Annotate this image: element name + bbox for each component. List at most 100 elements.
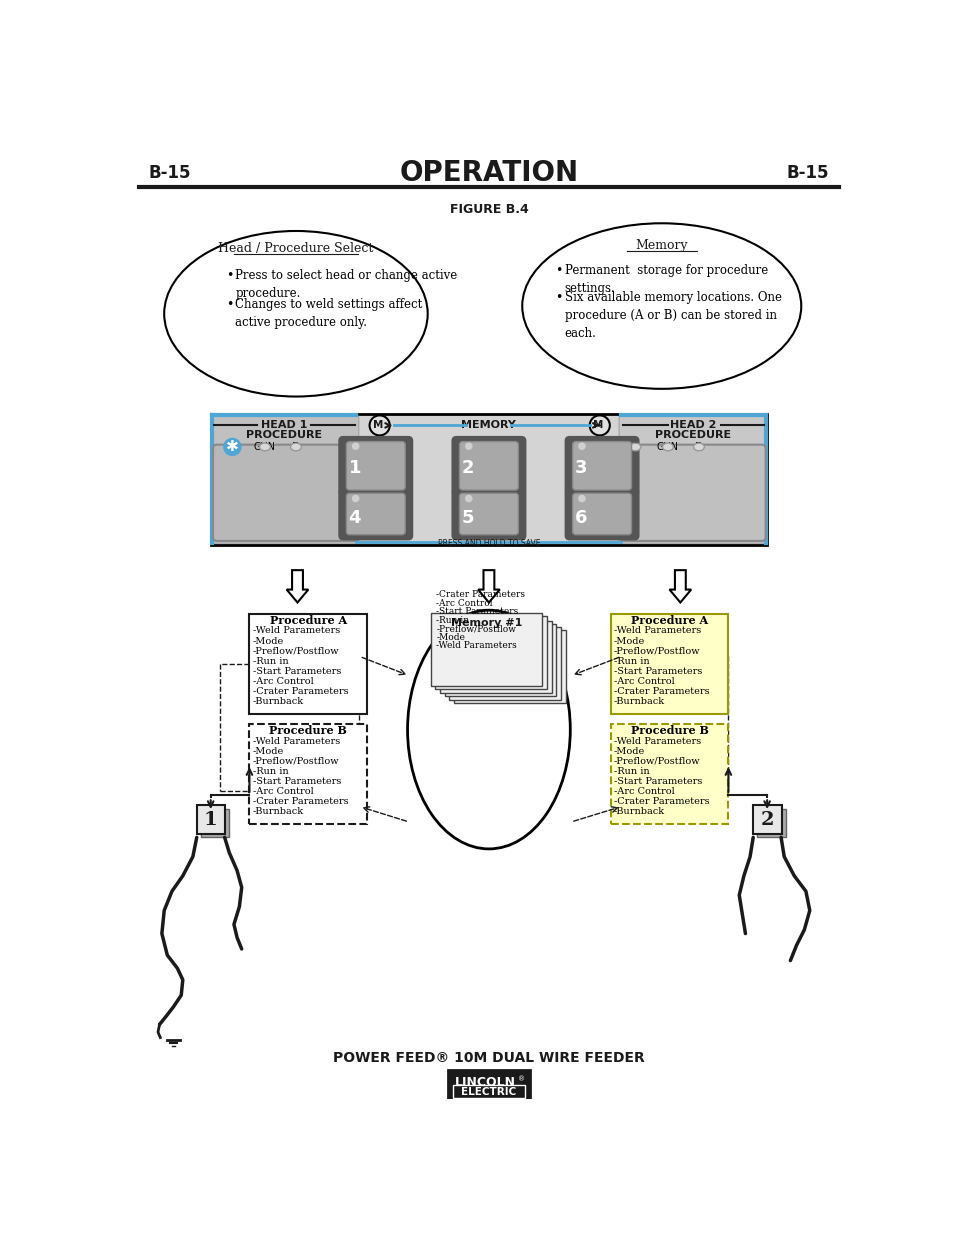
Text: -Burnback: -Burnback: [253, 697, 303, 705]
FancyBboxPatch shape: [447, 1070, 530, 1099]
FancyBboxPatch shape: [211, 414, 766, 545]
Text: -Burnback: -Burnback: [253, 806, 303, 815]
FancyBboxPatch shape: [346, 442, 405, 490]
Text: -Weld Parameters: -Weld Parameters: [436, 641, 517, 650]
Text: A: A: [631, 442, 639, 452]
Text: Memory #2: Memory #2: [462, 621, 519, 631]
Text: -Mode: -Mode: [613, 747, 644, 756]
Ellipse shape: [629, 443, 640, 451]
Text: GUN: GUN: [253, 442, 275, 452]
Text: -Start Parameters: -Start Parameters: [613, 777, 701, 785]
Text: B-15: B-15: [786, 164, 828, 182]
Text: -Arc Control: -Arc Control: [436, 599, 492, 608]
Text: -Start Parameters: -Start Parameters: [436, 608, 517, 616]
Text: 4: 4: [348, 509, 361, 527]
Text: -Run in: -Run in: [436, 616, 469, 625]
Text: ®: ®: [517, 1076, 524, 1082]
Text: Memory #5: Memory #5: [476, 631, 533, 641]
Text: -Crater Parameters: -Crater Parameters: [436, 590, 525, 599]
FancyBboxPatch shape: [439, 621, 551, 693]
Text: M: M: [593, 420, 602, 431]
Text: Memory #4: Memory #4: [472, 629, 529, 638]
Text: FIGURE B.4: FIGURE B.4: [449, 204, 528, 216]
Text: 6: 6: [575, 509, 587, 527]
Text: •: •: [226, 269, 233, 282]
FancyBboxPatch shape: [757, 809, 785, 837]
FancyBboxPatch shape: [572, 442, 631, 490]
FancyBboxPatch shape: [618, 415, 765, 543]
Circle shape: [465, 495, 472, 501]
Text: -Burnback: -Burnback: [613, 697, 664, 705]
Text: LINCOLN: LINCOLN: [455, 1077, 516, 1089]
Text: -Arc Control: -Arc Control: [253, 787, 313, 795]
Text: -Mode: -Mode: [253, 747, 283, 756]
Polygon shape: [286, 571, 308, 603]
Text: PROCEDURE: PROCEDURE: [655, 430, 731, 440]
FancyBboxPatch shape: [452, 489, 525, 540]
Text: -Preflow/Postflow: -Preflow/Postflow: [436, 624, 516, 634]
Text: Head / Procedure Select: Head / Procedure Select: [218, 242, 374, 254]
Text: -Run in: -Run in: [613, 767, 649, 776]
Text: -Crater Parameters: -Crater Parameters: [253, 687, 348, 695]
Circle shape: [224, 438, 241, 456]
Text: -Run in: -Run in: [613, 657, 649, 666]
Text: -Preflow/Postflow: -Preflow/Postflow: [253, 646, 339, 656]
Text: HEAD 1: HEAD 1: [261, 420, 307, 431]
FancyBboxPatch shape: [435, 616, 546, 689]
FancyBboxPatch shape: [572, 493, 631, 535]
Polygon shape: [669, 571, 691, 603]
Text: -Start Parameters: -Start Parameters: [253, 777, 340, 785]
Text: -Weld Parameters: -Weld Parameters: [253, 626, 339, 636]
Circle shape: [369, 415, 390, 436]
Circle shape: [353, 495, 358, 501]
Ellipse shape: [291, 443, 301, 451]
Text: B: B: [695, 442, 702, 452]
Text: -Arc Control: -Arc Control: [613, 677, 674, 685]
Circle shape: [465, 443, 472, 450]
Text: -Run in: -Run in: [253, 767, 288, 776]
Text: -Burnback: -Burnback: [613, 806, 664, 815]
Text: Press to select head or change active
procedure.: Press to select head or change active pr…: [235, 269, 457, 300]
Text: •: •: [555, 264, 561, 277]
Circle shape: [353, 443, 358, 450]
Text: Procedure A: Procedure A: [630, 615, 707, 626]
FancyBboxPatch shape: [431, 614, 542, 685]
FancyBboxPatch shape: [449, 627, 560, 699]
Text: -Preflow/Postflow: -Preflow/Postflow: [253, 757, 339, 766]
Text: ELECTRIC: ELECTRIC: [461, 1087, 516, 1097]
Text: PRESS AND HOLD TO SAVE: PRESS AND HOLD TO SAVE: [437, 538, 539, 547]
FancyBboxPatch shape: [339, 437, 412, 495]
FancyBboxPatch shape: [459, 442, 517, 490]
Text: Procedure A: Procedure A: [270, 615, 347, 626]
Text: GUN: GUN: [657, 442, 679, 452]
Text: -Crater Parameters: -Crater Parameters: [253, 797, 348, 805]
FancyBboxPatch shape: [610, 614, 728, 714]
Text: MEMORY: MEMORY: [461, 420, 516, 431]
Text: •: •: [555, 290, 561, 304]
Text: -Crater Parameters: -Crater Parameters: [613, 687, 709, 695]
Text: Memory: Memory: [635, 240, 687, 252]
Text: Memory #6: Memory #6: [481, 635, 537, 645]
Ellipse shape: [693, 443, 703, 451]
Text: Memory #1: Memory #1: [451, 618, 521, 627]
Text: 2: 2: [461, 458, 474, 477]
FancyBboxPatch shape: [249, 614, 367, 714]
FancyBboxPatch shape: [453, 1086, 524, 1098]
Text: ✱: ✱: [226, 440, 238, 454]
FancyBboxPatch shape: [339, 489, 412, 540]
FancyBboxPatch shape: [249, 724, 367, 824]
Text: -Mode: -Mode: [253, 636, 283, 646]
Circle shape: [578, 495, 584, 501]
Text: Permanent  storage for procedure
settings.: Permanent storage for procedure settings…: [564, 264, 767, 295]
FancyBboxPatch shape: [753, 805, 781, 834]
Text: 1: 1: [204, 810, 217, 829]
Text: -Crater Parameters: -Crater Parameters: [613, 797, 709, 805]
Ellipse shape: [521, 224, 801, 389]
Polygon shape: [477, 571, 499, 603]
Text: B: B: [292, 442, 299, 452]
FancyBboxPatch shape: [459, 493, 517, 535]
Text: Changes to weld settings affect
active procedure only.: Changes to weld settings affect active p…: [235, 299, 422, 330]
FancyBboxPatch shape: [619, 445, 765, 541]
Text: -Run in: -Run in: [253, 657, 288, 666]
Text: 1: 1: [348, 458, 361, 477]
